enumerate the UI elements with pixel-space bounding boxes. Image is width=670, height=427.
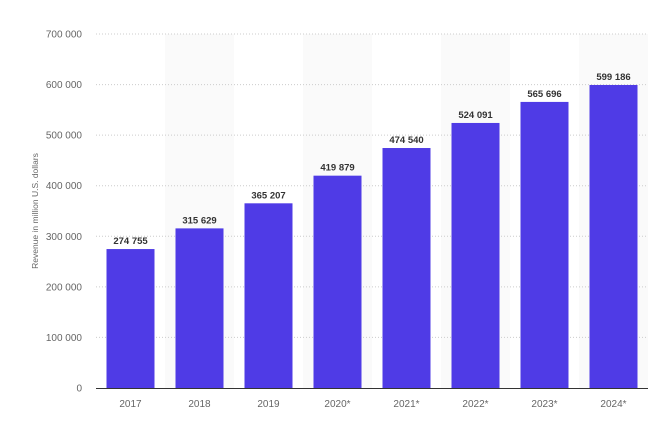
y-tick-label: 400 000 [46, 181, 83, 192]
x-tick-label: 2020* [324, 399, 350, 410]
bar [106, 249, 155, 388]
data-labels: 274 755 315 629 365 207 419 879 474 540 524 0… [113, 72, 630, 247]
y-tick-label: 500 000 [46, 131, 83, 142]
x-tick-label: 2017 [119, 399, 142, 410]
y-tick-label: 700 000 [46, 30, 83, 41]
y-tick-label: 100 000 [46, 333, 83, 344]
y-tick-label: 0 [76, 384, 82, 395]
data-label: 274 755 [113, 236, 148, 247]
bar [244, 203, 293, 388]
data-label: 524 091 [458, 110, 493, 121]
y-tick-label: 200 000 [46, 282, 83, 293]
x-tick-label: 2018 [188, 399, 211, 410]
data-label: 565 696 [527, 89, 561, 100]
bar [451, 122, 500, 389]
bar [382, 148, 431, 388]
x-tick-label: 2023* [531, 399, 557, 410]
bar [313, 175, 362, 388]
data-label: 474 540 [389, 135, 423, 146]
y-axis: 0 100 000 200 000 300 000 400 000 500 000 600 … [46, 30, 83, 395]
x-tick-label: 2019 [257, 399, 280, 410]
x-tick-label: 2022* [462, 399, 488, 410]
y-tick-label: 600 000 [46, 80, 83, 91]
bar [589, 84, 638, 388]
data-label: 315 629 [182, 215, 216, 226]
bars [106, 84, 638, 389]
data-label: 365 207 [251, 190, 285, 201]
data-label: 599 186 [596, 72, 630, 83]
y-axis-title: Revenue in million U.S. dollars [30, 153, 40, 269]
x-tick-label: 2021* [393, 399, 419, 410]
x-axis: 2017 2018 2019 2020* 2021* 2022* 2023* 2024* [119, 399, 626, 410]
bar [175, 228, 224, 388]
y-tick-label: 300 000 [46, 232, 83, 243]
bar [520, 101, 569, 389]
x-tick-label: 2024* [600, 399, 626, 410]
data-label: 419 879 [320, 163, 354, 174]
